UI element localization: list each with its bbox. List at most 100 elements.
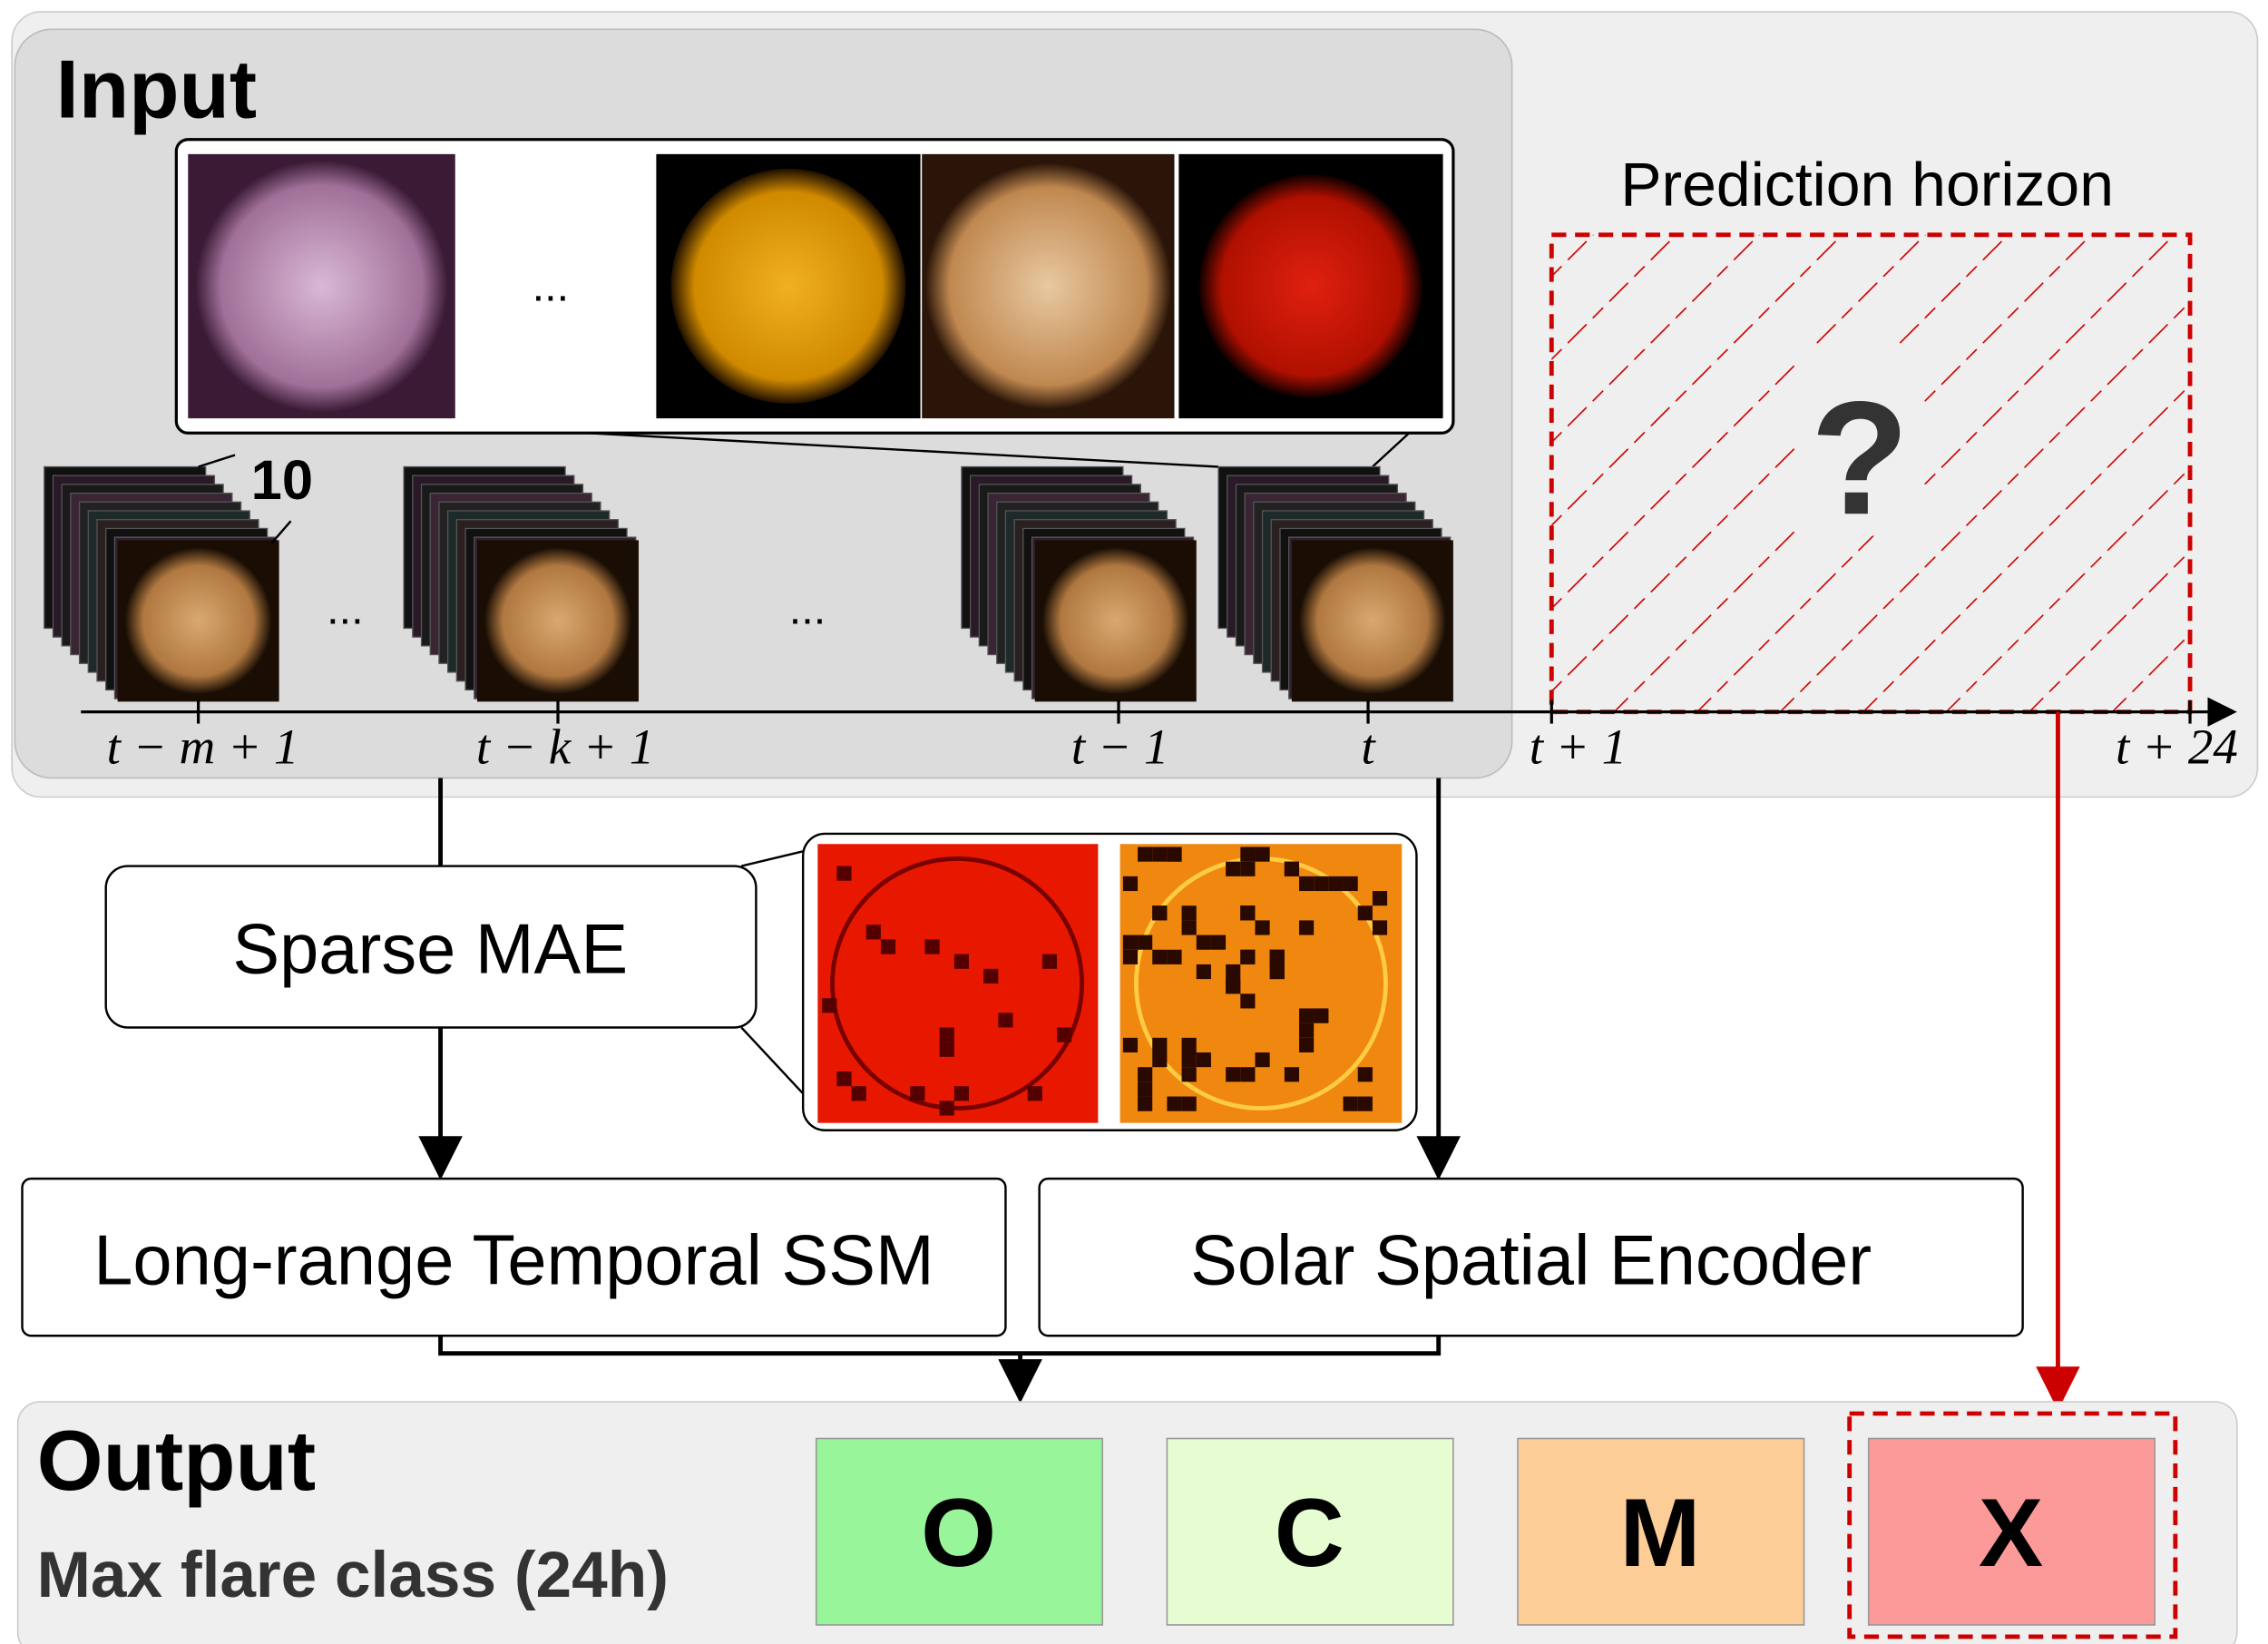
sun [1041, 547, 1189, 695]
temporal-label: Long-range Temporal SSM [93, 1222, 934, 1300]
time-ticks: t − m + 1 t − k + 1 t − 1 t t + 1 t + 24 [107, 700, 2238, 774]
image-stacks [44, 465, 1453, 702]
mask-patch [998, 1013, 1013, 1028]
mask-patch [1284, 861, 1300, 876]
mask-patch [851, 1086, 866, 1101]
mask-patch [1240, 846, 1256, 862]
sun [1198, 174, 1422, 398]
mask-patch [983, 968, 999, 983]
mask-patch [1314, 1008, 1329, 1023]
mask-patch [1181, 920, 1197, 935]
time-label: t + 24 [2116, 719, 2238, 774]
mask-patch [953, 1086, 969, 1101]
mask-patch [1299, 1037, 1315, 1053]
predicted-class-highlight [1847, 1411, 2178, 1639]
mask-patch [1299, 1008, 1315, 1023]
mask-patch [1027, 1086, 1042, 1101]
mask-patch [1226, 861, 1241, 876]
sparse-mae-label: Sparse MAE [232, 911, 628, 989]
unknown-mark: ? [1811, 367, 1910, 548]
mask-patch [865, 925, 881, 940]
zoom-line [740, 1026, 805, 1095]
output-subtitle: Max flare class (24h) [37, 1540, 669, 1611]
mask-patch [1226, 964, 1241, 980]
mask-patch [1255, 846, 1270, 862]
channel-count: 10 [251, 449, 313, 512]
mask-patch [1138, 1081, 1153, 1097]
mask-patch [1226, 979, 1241, 994]
spatial-box [1038, 1177, 2024, 1337]
temporal-box [21, 1177, 1007, 1337]
sparse-mae-box [104, 865, 758, 1029]
mask-patch [1343, 876, 1358, 892]
input-title: Input [56, 44, 257, 135]
mask-patch [1181, 1052, 1197, 1068]
time-label: t − 1 [1071, 719, 1168, 774]
mask-patch [1314, 876, 1329, 892]
class-box [1517, 1437, 1805, 1626]
sun [124, 547, 272, 695]
mask-patch [1138, 1067, 1153, 1082]
mask-patch [1284, 1067, 1300, 1082]
class-box [1867, 1437, 2156, 1626]
mask-patch [1138, 1096, 1153, 1111]
mask-patch [1138, 846, 1153, 862]
mask-patch [1152, 1037, 1168, 1053]
mask-patch [1181, 1067, 1197, 1082]
time-label: t [1361, 719, 1376, 774]
mask-patch [1122, 876, 1139, 892]
pointer [270, 520, 292, 544]
class-box [1166, 1437, 1454, 1626]
mask-patch [880, 939, 896, 954]
mask-patch [1181, 1037, 1197, 1053]
mask-patch [1122, 935, 1139, 950]
ellipsis: ... [789, 585, 826, 634]
mask-patch [1299, 920, 1315, 935]
mask-patch [1138, 935, 1153, 950]
mask-patch [1152, 846, 1168, 862]
mask-patches [822, 846, 1388, 1116]
mask-patch [1357, 905, 1373, 921]
mask-patch [939, 1042, 954, 1057]
zoom-line [587, 432, 1219, 468]
mask-patch [1167, 949, 1182, 964]
mask-patch [1269, 964, 1285, 980]
mask-patch [1240, 905, 1256, 921]
mask-patch [836, 1072, 852, 1087]
zoom-line [740, 850, 804, 867]
class-label: O [921, 1478, 996, 1587]
mask-patch [1152, 949, 1168, 964]
mask-patch [1343, 1096, 1358, 1111]
spatial-label: Solar Spatial Encoder [1190, 1222, 1872, 1300]
time-label: t − k + 1 [476, 719, 654, 774]
mask-patch [1328, 876, 1344, 892]
mask-patch [1372, 920, 1388, 935]
mask-patch [1122, 949, 1139, 964]
mask-patch [1299, 1023, 1315, 1038]
mask-patch [1152, 905, 1168, 921]
sun [195, 160, 448, 413]
ellipsis: ... [533, 262, 569, 311]
ellipsis: ... [327, 585, 363, 634]
class-label: C [1275, 1478, 1344, 1587]
mask-patch [1196, 964, 1211, 980]
mask-patch [1240, 949, 1256, 964]
mask-patch [1196, 1052, 1211, 1068]
mask-patch [1357, 1096, 1373, 1111]
mask-patch [953, 954, 969, 969]
question-bg [1798, 345, 1923, 536]
sun [924, 162, 1172, 410]
mask-patch [1240, 993, 1256, 1009]
mask-patch [939, 1027, 954, 1042]
mask-patch [910, 1086, 925, 1101]
mask-patch [1255, 1052, 1270, 1068]
class-box [815, 1437, 1104, 1626]
mask-patch [1167, 1096, 1182, 1111]
mask-patch [836, 866, 852, 881]
sun-outline [830, 856, 1084, 1111]
time-label: t + 1 [1530, 719, 1627, 774]
mask-patch [939, 1101, 954, 1116]
mask-patch [1299, 876, 1315, 892]
